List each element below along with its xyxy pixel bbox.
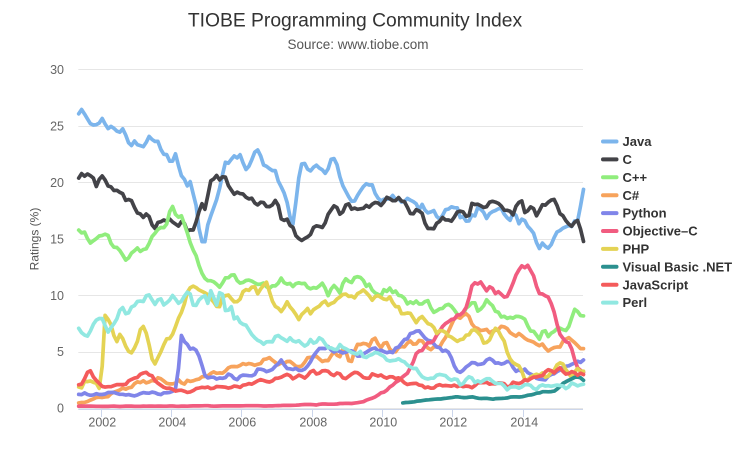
svg-text:JavaScript: JavaScript — [623, 277, 689, 292]
svg-text:PHP: PHP — [623, 242, 650, 257]
svg-text:Java: Java — [623, 134, 653, 149]
svg-text:C++: C++ — [623, 170, 648, 185]
svg-text:Ratings (%): Ratings (%) — [28, 208, 42, 271]
svg-text:2002: 2002 — [88, 416, 116, 430]
svg-text:15: 15 — [50, 232, 64, 246]
svg-text:2012: 2012 — [439, 416, 467, 430]
svg-text:10: 10 — [50, 289, 64, 303]
svg-text:5: 5 — [57, 345, 64, 359]
svg-text:20: 20 — [50, 176, 64, 190]
svg-text:0: 0 — [57, 402, 64, 416]
svg-text:2010: 2010 — [369, 416, 397, 430]
svg-text:2014: 2014 — [510, 416, 538, 430]
svg-text:Python: Python — [623, 206, 667, 221]
svg-text:Perl: Perl — [623, 295, 648, 310]
svg-text:25: 25 — [50, 119, 64, 133]
svg-text:Source: www.tiobe.com: Source: www.tiobe.com — [287, 37, 428, 52]
svg-text:2008: 2008 — [299, 416, 327, 430]
svg-text:TIOBE Programming Community In: TIOBE Programming Community Index — [188, 11, 523, 32]
svg-text:2006: 2006 — [228, 416, 256, 430]
svg-text:Objective–C: Objective–C — [623, 224, 699, 239]
svg-text:C#: C# — [623, 188, 640, 203]
svg-text:30: 30 — [50, 63, 64, 77]
svg-text:C: C — [623, 152, 633, 167]
svg-text:Visual Basic .NET: Visual Basic .NET — [623, 259, 733, 274]
svg-text:2004: 2004 — [158, 416, 186, 430]
